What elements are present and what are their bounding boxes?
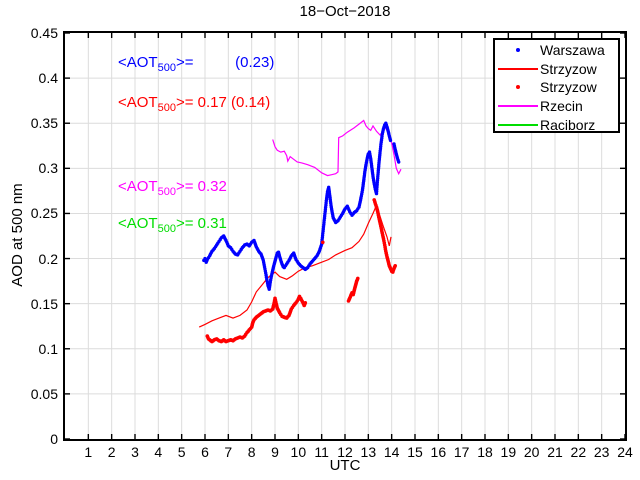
x-tick-label: 9 bbox=[271, 444, 279, 460]
legend-item-strzyzow: Strzyzow bbox=[495, 60, 618, 79]
annotation-text: >= 0.32 bbox=[175, 178, 227, 195]
aot-mean-annotation: <AOT500>= (0.23) bbox=[118, 54, 274, 77]
legend-item-strzyzow: Strzyzow bbox=[495, 78, 618, 97]
annotation-text: 500 bbox=[157, 186, 176, 198]
annotation-text: 500 bbox=[157, 62, 176, 74]
x-tick-label: 24 bbox=[617, 444, 633, 460]
x-tick-label: 13 bbox=[360, 444, 377, 460]
legend-line-marker bbox=[495, 123, 540, 126]
x-tick-label: 15 bbox=[407, 444, 423, 460]
annotation-text: >= (0.23) bbox=[175, 54, 275, 71]
x-tick-label: 10 bbox=[290, 444, 307, 460]
x-tick-label: 20 bbox=[523, 444, 540, 460]
x-tick-label: 2 bbox=[107, 444, 116, 460]
series-dot-warszawa bbox=[397, 160, 401, 164]
legend-label: Warszawa bbox=[540, 42, 605, 59]
x-tick-label: 18 bbox=[477, 444, 493, 460]
series-dot-strzyzow bbox=[356, 276, 360, 281]
x-tick-label: 1 bbox=[84, 444, 93, 460]
annotation-text: >= 0.31 bbox=[175, 215, 227, 232]
y-tick-label: 0.05 bbox=[30, 385, 58, 402]
legend-label: Strzyzow bbox=[540, 60, 597, 77]
line-icon bbox=[497, 123, 538, 126]
annotation-text: <AOT bbox=[118, 215, 158, 232]
x-tick-label: 11 bbox=[314, 444, 329, 460]
series-dot-strzyzow bbox=[393, 264, 398, 268]
aot-mean-annotation: <AOT500>= 0.32 bbox=[118, 178, 227, 201]
legend-label: Rzecin bbox=[540, 98, 583, 115]
chart-title: 18−Oct−2018 bbox=[299, 3, 391, 20]
y-tick-label: 0.1 bbox=[38, 340, 58, 357]
x-tick-label: 8 bbox=[247, 444, 256, 460]
x-tick-label: 23 bbox=[593, 444, 610, 460]
legend-item-warszawa: Warszawa bbox=[495, 41, 618, 60]
legend-label: Strzyzow bbox=[540, 79, 597, 96]
aot-mean-annotation: <AOT500>= 0.17 (0.14) bbox=[118, 94, 270, 117]
series-dot-warszawa bbox=[388, 138, 393, 143]
series-dot-strzyzow bbox=[321, 240, 325, 245]
x-tick-label: 4 bbox=[154, 444, 163, 460]
x-tick-label: 7 bbox=[224, 444, 233, 460]
x-tick-label: 14 bbox=[383, 444, 400, 460]
y-tick-label: 0.35 bbox=[30, 115, 58, 132]
x-tick-label: 19 bbox=[500, 444, 517, 460]
y-tick-label: 0.3 bbox=[38, 160, 58, 177]
x-tick-label: 6 bbox=[201, 444, 209, 460]
legend-line-marker bbox=[495, 67, 540, 70]
annotation-text: 500 bbox=[157, 223, 176, 235]
y-tick-label: 0.25 bbox=[30, 205, 58, 222]
annotation-text: <AOT bbox=[118, 54, 158, 71]
legend: Warszawa Strzyzow Strzyzow Rzecin Raciborz bbox=[493, 38, 620, 133]
x-tick-label: 17 bbox=[453, 444, 470, 460]
annotation-text: <AOT bbox=[118, 178, 158, 195]
line-icon bbox=[497, 105, 538, 108]
y-tick-label: 0 bbox=[50, 431, 58, 447]
legend-rows: Warszawa Strzyzow Strzyzow Rzecin Raciborz bbox=[495, 41, 618, 134]
chart-canvas bbox=[65, 33, 625, 439]
line-icon bbox=[497, 67, 538, 70]
x-axis-label: UTC bbox=[329, 457, 361, 474]
legend-item-raciborz: Raciborz bbox=[495, 115, 618, 134]
y-tick-label: 0.45 bbox=[30, 25, 58, 41]
x-tick-label: 3 bbox=[131, 444, 139, 460]
x-tick-label: 12 bbox=[337, 444, 353, 460]
y-tick-label: 0.15 bbox=[30, 295, 58, 312]
x-tick-label: 5 bbox=[177, 444, 186, 460]
y-tick-label: 0.2 bbox=[38, 250, 58, 267]
aot-mean-annotation: <AOT500>= 0.31 bbox=[118, 215, 227, 238]
x-tick-label: 16 bbox=[430, 444, 447, 460]
annotation-text: >= 0.17 (0.14) bbox=[175, 94, 271, 111]
x-tick-label: 21 bbox=[547, 444, 563, 460]
legend-line-marker bbox=[495, 105, 540, 108]
series-line-strzyzow bbox=[198, 203, 392, 328]
dot-icon bbox=[515, 85, 520, 90]
x-tick-label: 22 bbox=[570, 444, 587, 460]
dot-icon bbox=[515, 48, 520, 53]
series-dot-strzyzow bbox=[303, 301, 308, 305]
legend-dot-marker bbox=[495, 85, 540, 90]
annotation-text: <AOT bbox=[118, 94, 158, 111]
legend-dot-marker bbox=[495, 48, 540, 53]
y-tick-label: 0.4 bbox=[38, 70, 58, 87]
legend-label: Raciborz bbox=[540, 116, 596, 133]
legend-item-rzecin: Rzecin bbox=[495, 97, 618, 116]
annotation-text: 500 bbox=[157, 102, 176, 114]
